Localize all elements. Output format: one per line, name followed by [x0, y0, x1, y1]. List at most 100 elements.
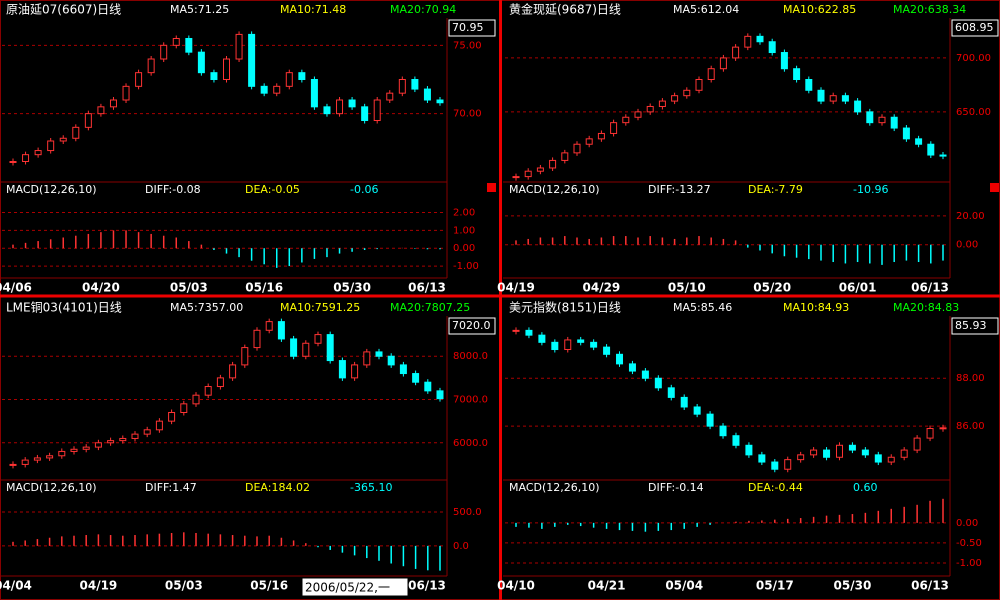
candle — [273, 85, 281, 94]
candle — [122, 85, 130, 101]
candle — [634, 111, 642, 118]
date-label: 05/16 — [245, 281, 283, 295]
candle — [97, 106, 105, 115]
candle — [805, 79, 813, 91]
candle — [399, 364, 407, 375]
candle — [658, 100, 666, 107]
candle — [285, 72, 293, 87]
candle — [915, 138, 923, 145]
candle — [745, 444, 753, 456]
candle — [373, 99, 381, 121]
candle — [277, 321, 285, 340]
date-label: 06/13 — [408, 579, 446, 593]
candle — [160, 44, 168, 60]
date-label: 05/30 — [834, 579, 872, 593]
ma5-label: MA5:71.25 — [170, 3, 229, 16]
candle — [168, 411, 176, 422]
dea-label: DEA:-0.05 — [245, 183, 300, 196]
candle — [336, 99, 344, 115]
candle — [436, 99, 444, 104]
diff-label: DIFF:-13.27 — [648, 183, 711, 196]
dea-label: DEA:184.02 — [245, 481, 310, 494]
macd-tick-label: -1.00 — [956, 558, 982, 569]
candle — [107, 440, 115, 444]
tooltip-box — [301, 577, 409, 597]
candle — [59, 137, 67, 142]
ma5-label: MA5:85.46 — [673, 301, 732, 314]
price-box-label: 70.95 — [452, 21, 484, 34]
candle — [9, 161, 17, 163]
candle — [829, 95, 837, 102]
candle — [361, 106, 369, 122]
macd-label: MACD(12,26,10) — [509, 481, 600, 494]
candle — [411, 79, 419, 90]
date-label: 06/13 — [911, 281, 949, 295]
date-label: 06/13 — [911, 579, 949, 593]
macd-tick-label: 20.00 — [956, 211, 985, 222]
macd-value: -10.96 — [853, 183, 888, 196]
candle — [622, 116, 630, 124]
candle — [841, 95, 849, 102]
candle — [72, 126, 80, 139]
date-label: 06/13 — [408, 281, 446, 295]
candle — [241, 347, 249, 366]
ma10-label: MA10:71.48 — [280, 3, 346, 16]
date-label: 05/10 — [668, 281, 706, 295]
candle — [693, 406, 701, 415]
candle — [854, 100, 862, 113]
candle — [641, 370, 649, 379]
candle — [758, 454, 766, 463]
candle — [229, 364, 237, 379]
candle — [512, 329, 520, 332]
candle — [683, 89, 691, 97]
candle — [744, 35, 752, 48]
candle — [610, 122, 618, 134]
candle — [810, 449, 818, 456]
price-box — [951, 19, 999, 37]
candle — [512, 176, 520, 179]
y-tick-label: 8000.0 — [453, 351, 488, 362]
price-box-label: 85.93 — [955, 319, 987, 332]
diff-label: DIFF:1.47 — [145, 481, 197, 494]
candle — [756, 35, 764, 43]
candle — [180, 403, 188, 413]
candle — [147, 58, 155, 74]
candle — [564, 339, 572, 351]
candle — [913, 437, 921, 451]
date-label: 05/20 — [753, 281, 791, 295]
date-label: 04/19 — [497, 281, 535, 295]
candle — [667, 387, 675, 398]
candle — [671, 95, 679, 102]
ma20-label: MA20:84.83 — [893, 301, 959, 314]
candle — [680, 396, 688, 408]
candle — [70, 448, 78, 452]
candle — [235, 33, 243, 60]
candle — [143, 429, 151, 435]
candle — [719, 57, 727, 70]
candle — [192, 394, 200, 405]
candle — [561, 152, 569, 161]
candle — [616, 353, 624, 365]
date-label: 04/21 — [588, 579, 626, 593]
candle — [326, 334, 334, 362]
candle — [549, 159, 557, 169]
candle — [874, 454, 882, 463]
candle — [926, 428, 934, 439]
diff-label: DIFF:-0.08 — [145, 183, 201, 196]
macd-tick-label: -0.50 — [956, 538, 982, 549]
y-tick-label: 650.00 — [956, 107, 991, 118]
date-label: 05/04 — [665, 579, 703, 593]
candle — [338, 360, 346, 379]
date-label: 05/30 — [333, 281, 371, 295]
macd-tick-label: 500.0 — [453, 507, 482, 518]
date-label: 04/06 — [0, 281, 32, 295]
candle — [172, 38, 180, 46]
marker — [990, 183, 999, 192]
candle — [823, 449, 831, 458]
candle — [780, 52, 788, 70]
candle — [861, 449, 869, 456]
candle — [436, 390, 444, 400]
macd-tick-label: 0.0 — [453, 541, 469, 552]
candle — [768, 41, 776, 54]
price-box-label: 7020.0 — [452, 319, 491, 332]
